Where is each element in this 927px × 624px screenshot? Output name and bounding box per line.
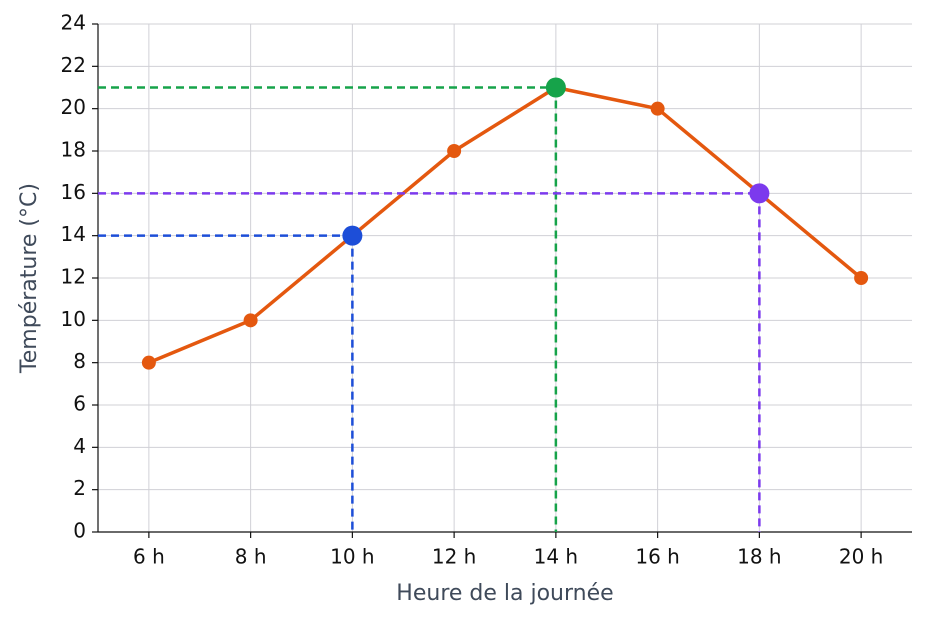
y-tick-label: 12 bbox=[61, 265, 86, 289]
x-tick-label: 12 h bbox=[432, 545, 476, 569]
highlight-point bbox=[749, 183, 770, 204]
x-tick-label: 14 h bbox=[534, 545, 578, 569]
y-tick-label: 18 bbox=[61, 138, 86, 162]
y-tick-label: 10 bbox=[61, 307, 86, 331]
x-tick-label: 8 h bbox=[235, 545, 267, 569]
y-tick-label: 16 bbox=[61, 180, 86, 204]
x-axis-title: Heure de la journée bbox=[396, 581, 613, 606]
x-tick-label: 20 h bbox=[839, 545, 883, 569]
highlight-point bbox=[342, 225, 363, 246]
y-tick-label: 2 bbox=[73, 476, 86, 500]
y-axis-title: Température (°C) bbox=[17, 183, 42, 374]
data-point bbox=[854, 271, 869, 285]
y-tick-label: 8 bbox=[73, 349, 86, 373]
x-tick-label: 16 h bbox=[635, 545, 679, 569]
data-point bbox=[447, 144, 462, 158]
x-tick-label: 18 h bbox=[737, 545, 781, 569]
y-tick-label: 6 bbox=[73, 392, 86, 416]
highlight-point bbox=[545, 77, 566, 98]
y-tick-label: 24 bbox=[61, 11, 86, 35]
x-tick-label: 10 h bbox=[330, 545, 374, 569]
y-tick-label: 20 bbox=[61, 95, 86, 119]
data-point bbox=[141, 355, 156, 370]
data-point bbox=[650, 101, 665, 116]
x-tick-label: 6 h bbox=[133, 545, 165, 569]
y-tick-label: 4 bbox=[73, 434, 86, 458]
data-line bbox=[148, 85, 863, 365]
y-tick-label: 14 bbox=[61, 222, 86, 246]
data-point bbox=[243, 313, 258, 328]
y-tick-label: 0 bbox=[73, 519, 86, 543]
y-tick-label: 22 bbox=[61, 53, 86, 77]
